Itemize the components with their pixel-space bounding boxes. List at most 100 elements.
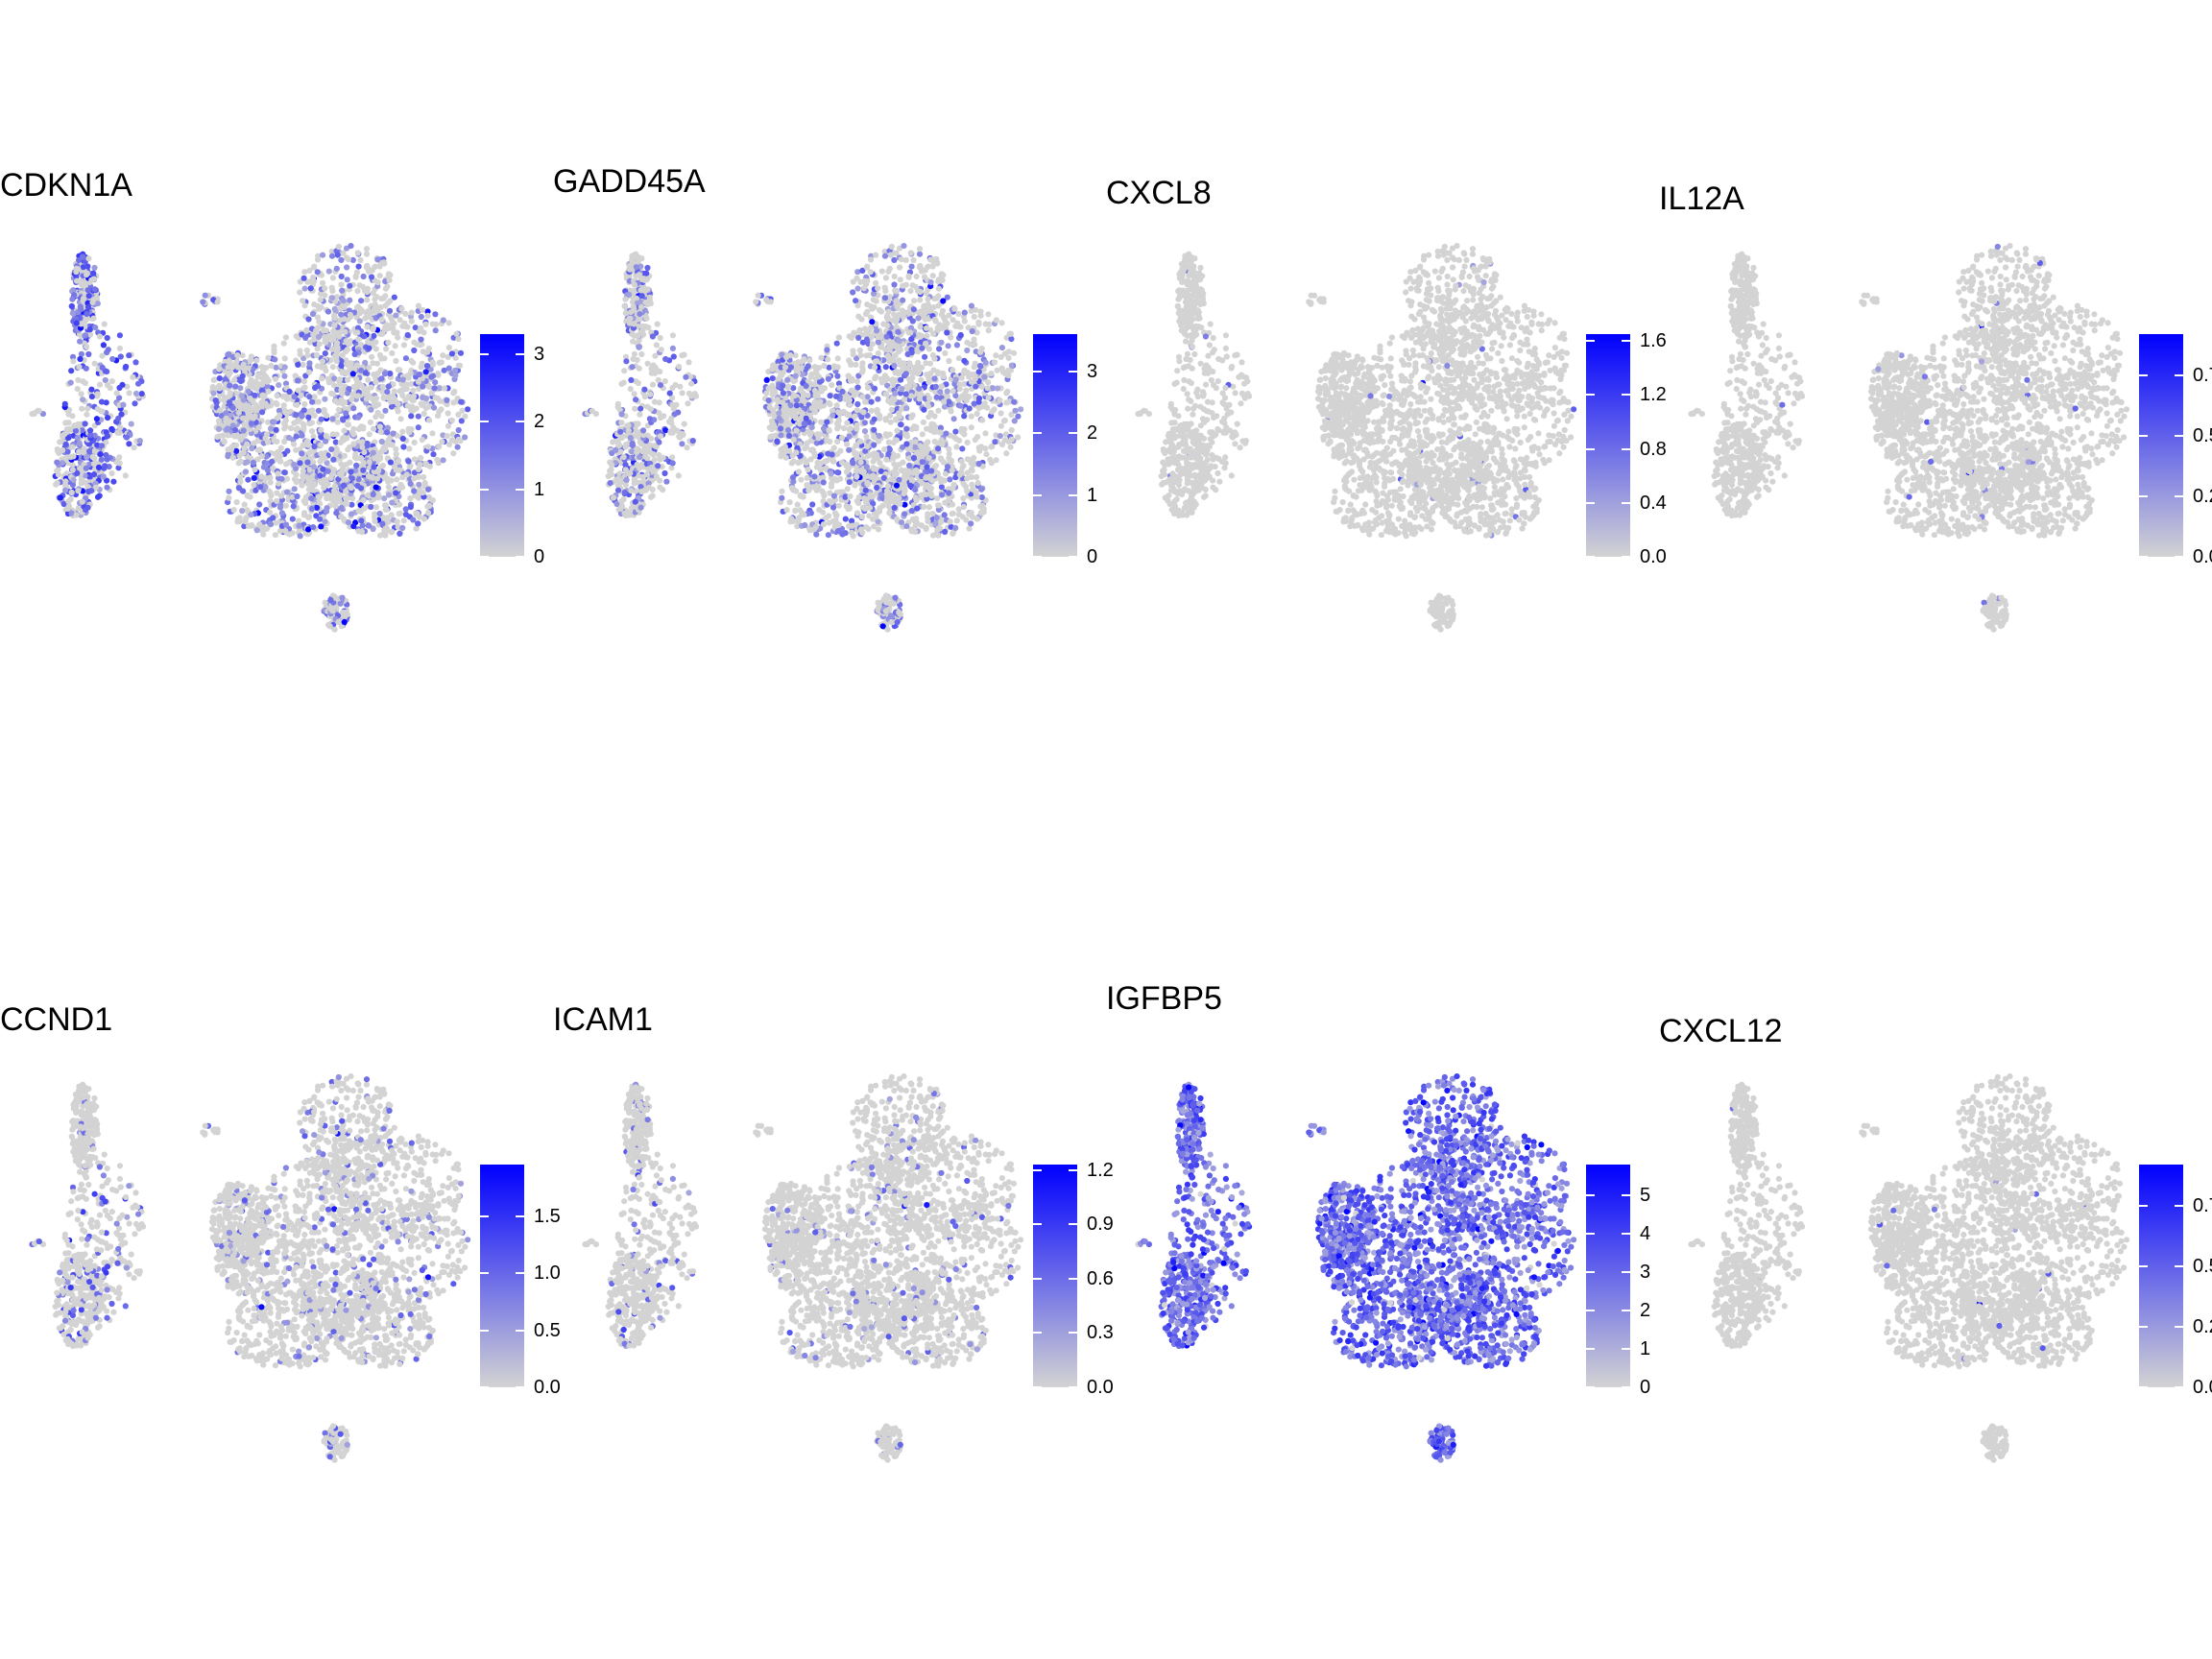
- cell-point: [645, 325, 652, 331]
- cell-point: [651, 443, 659, 449]
- cell-point: [114, 429, 121, 436]
- cell-point: [349, 511, 355, 517]
- cell-point: [657, 382, 664, 389]
- cell-point: [73, 265, 80, 273]
- cell-point: [67, 379, 74, 386]
- cell-point: [295, 377, 301, 384]
- cell-point: [308, 505, 315, 512]
- cell-point: [347, 282, 353, 289]
- cell-point: [955, 355, 962, 362]
- cell-point: [128, 421, 134, 427]
- cell-point: [998, 365, 1005, 372]
- cell-point: [974, 410, 980, 418]
- cell-point: [636, 272, 643, 278]
- cell-point: [384, 429, 391, 436]
- cell-point: [99, 364, 106, 371]
- cell-point: [117, 424, 124, 431]
- cell-point: [391, 294, 397, 301]
- cell-point: [304, 438, 311, 445]
- cell-point: [244, 507, 251, 514]
- cell-point: [641, 386, 648, 393]
- cell-point: [273, 426, 279, 433]
- cell-point: [620, 379, 627, 386]
- cell-point: [654, 321, 661, 327]
- cell-point: [324, 412, 330, 419]
- cell-point: [73, 315, 80, 322]
- cell-point: [252, 467, 258, 473]
- cell-point: [363, 385, 370, 392]
- cell-point: [628, 505, 635, 512]
- cell-point: [282, 521, 290, 528]
- cell-point: [84, 311, 90, 318]
- cell-point: [434, 456, 441, 463]
- panel-title: GADD45A: [553, 163, 706, 201]
- cell-point: [631, 391, 637, 397]
- cell-point: [294, 425, 301, 432]
- cell-point: [854, 285, 861, 292]
- cell-point: [284, 447, 291, 454]
- cell-point: [360, 273, 367, 280]
- cell-point: [104, 456, 110, 463]
- cell-point: [61, 487, 69, 493]
- cell-point: [84, 405, 91, 412]
- cell-point: [408, 309, 415, 316]
- cell-point: [94, 406, 101, 413]
- cell-point: [286, 388, 293, 395]
- colorbar-tick-label: 1: [534, 480, 544, 499]
- cell-point: [301, 400, 308, 408]
- cell-point: [436, 408, 443, 415]
- cell-point: [236, 474, 244, 481]
- cell-point: [109, 427, 116, 434]
- cell-point: [436, 385, 444, 392]
- cell-point: [821, 493, 828, 499]
- cell-point: [826, 364, 832, 371]
- cell-point: [388, 403, 396, 410]
- cell-point: [373, 504, 379, 511]
- cell-point: [353, 362, 360, 369]
- cell-point: [340, 250, 347, 256]
- cell-point: [353, 383, 360, 390]
- cell-point: [782, 454, 789, 461]
- cell-point: [421, 516, 427, 522]
- cell-point: [873, 279, 879, 286]
- cell-point: [285, 459, 293, 466]
- cell-point: [882, 416, 889, 422]
- cell-point: [355, 336, 362, 343]
- cell-point: [67, 495, 74, 503]
- cell-point: [998, 410, 1004, 417]
- cell-point: [272, 450, 278, 457]
- cell-point: [54, 480, 60, 487]
- cell-point: [832, 393, 840, 399]
- cell-point: [854, 269, 861, 276]
- cell-point: [323, 432, 329, 440]
- cell-point: [233, 447, 240, 454]
- cell-point: [655, 463, 661, 469]
- cell-point: [84, 303, 92, 310]
- cell-point: [370, 325, 376, 331]
- cell-point: [915, 359, 922, 366]
- cell-point: [322, 455, 328, 462]
- cell-point: [245, 476, 252, 483]
- cell-point: [343, 494, 349, 502]
- cell-point: [794, 523, 801, 530]
- umap-scatter: [582, 243, 1024, 633]
- cell-point: [669, 395, 676, 401]
- cell-point: [633, 253, 639, 260]
- cell-point: [415, 413, 421, 420]
- cell-point: [231, 376, 238, 383]
- cell-point: [661, 469, 668, 477]
- cell-point: [331, 315, 338, 322]
- cell-point: [411, 439, 418, 445]
- cell-point: [997, 433, 1003, 440]
- cell-point: [875, 396, 881, 402]
- cell-point: [301, 378, 307, 385]
- cell-point: [291, 461, 298, 468]
- cell-point: [373, 395, 380, 402]
- cell-point: [363, 251, 371, 257]
- cell-point: [1015, 434, 1022, 441]
- cell-point: [923, 360, 929, 367]
- cell-point: [610, 494, 617, 501]
- cell-point: [844, 441, 851, 447]
- cell-point: [261, 393, 268, 399]
- cell-point: [769, 375, 776, 382]
